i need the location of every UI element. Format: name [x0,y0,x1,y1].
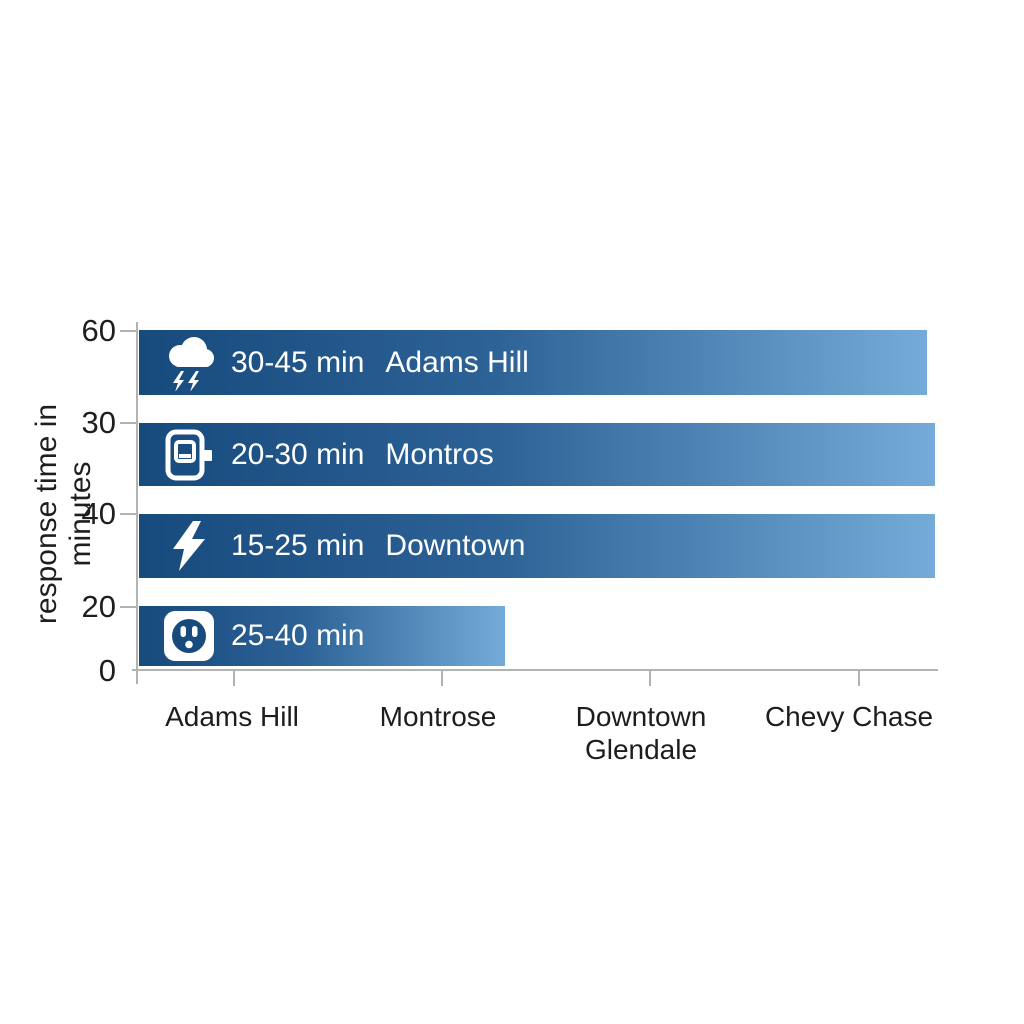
x-axis-label-downtown-glendale: Downtown Glendale [575,701,707,765]
x-tick-mark [649,671,651,686]
bar-chevy-chase: 25-40 min [139,606,505,666]
y-tick-mark [120,606,137,608]
bar-area-label: Adams Hill [385,345,529,379]
y-tick-mark [120,513,137,515]
x-axis-label-adams-hill: Adams Hill [165,701,299,732]
x-tick-mark [441,671,443,686]
y-tick-label-30: 30 [81,405,116,440]
power-outlet-icon [161,611,217,661]
y-tick-label-40: 40 [81,496,116,531]
y-tick-label-0: 0 [98,653,116,688]
x-axis-line [132,669,938,671]
lightning-bolt-icon [161,521,217,571]
bar-downtown: 15-25 min Downtown [139,514,935,578]
y-tick-mark [120,422,137,424]
bar-montrose: 20-30 min Montros [139,423,935,486]
x-axis-label-chevy-chase: Chevy Chase [764,701,934,732]
bar-time-range: 15-25 min [231,529,365,562]
bar-area-label: Montros [385,437,494,471]
x-tick-mark [858,671,860,686]
bar-time-range: 25-40 min [231,619,365,652]
bar-time-range: 20-30 min [231,437,365,471]
y-axis-line [136,322,138,684]
x-tick-mark [233,671,235,686]
y-tick-mark [120,330,137,332]
bar-time-range: 30-45 min [231,345,365,379]
y-tick-label-20: 20 [81,589,116,624]
bar-adams-hill: 30-45 min Adams Hill [139,330,927,395]
storm-cloud-icon [161,335,217,391]
y-tick-label-60: 60 [81,313,116,348]
bar-area-label: Downtown [385,529,526,562]
circuit-breaker-box-icon [161,429,217,481]
x-axis-label-montrose: Montrose [379,701,497,732]
